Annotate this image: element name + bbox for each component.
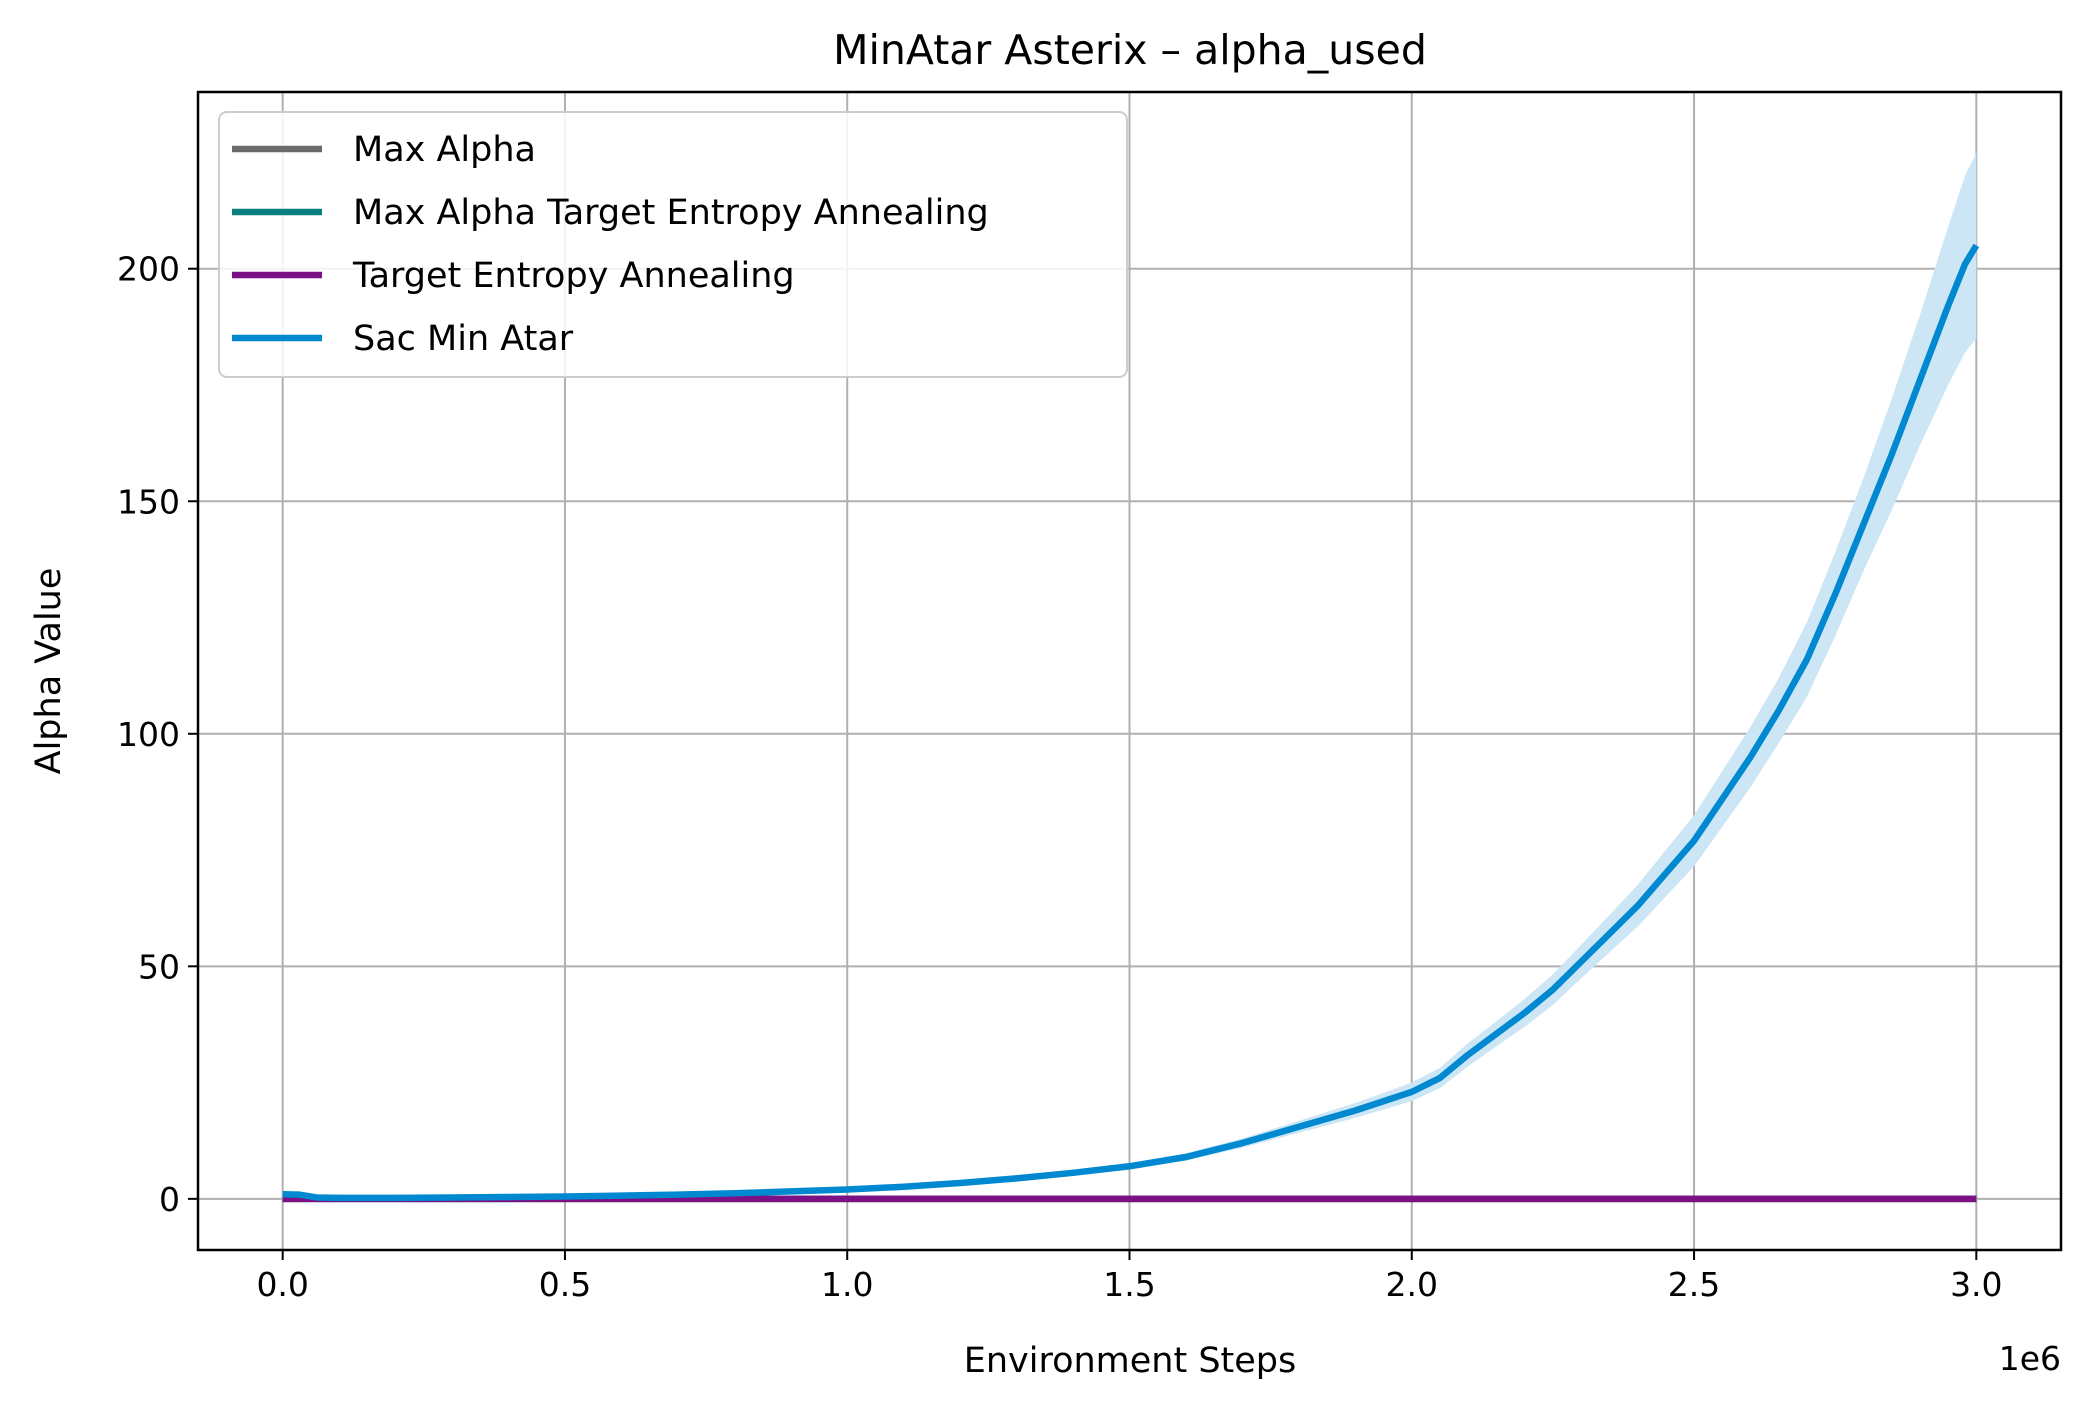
- series-lines: [282, 243, 1980, 1203]
- legend-box: [218, 111, 1128, 378]
- y-tick-label: 100: [117, 715, 180, 754]
- series-line-3: [282, 243, 1980, 1202]
- legend-label-2: Target Entropy Annealing: [352, 256, 795, 296]
- legend: Max Alpha Max Alpha Target Entropy Anneal…: [218, 111, 1128, 378]
- x-tick-label: 0.0: [256, 1265, 308, 1304]
- y-tick-label: 150: [117, 482, 180, 521]
- x-tick-label: 3.0: [1950, 1265, 2002, 1304]
- y-tick-label: 200: [117, 250, 180, 289]
- x-axis-ticks: 0.0 0.5 1.0 1.5 2.0 2.5 3.0: [256, 1250, 2003, 1304]
- y-tick-label: 0: [159, 1180, 180, 1219]
- chart-title: MinAtar Asterix – alpha_used: [833, 26, 1427, 74]
- x-tick-label: 1.0: [821, 1265, 873, 1304]
- x-tick-label: 2.0: [1386, 1265, 1438, 1304]
- x-axis-offset-label: 1e6: [1999, 1339, 2061, 1378]
- y-tick-label: 50: [138, 947, 180, 986]
- legend-label-1: Max Alpha Target Entropy Annealing: [353, 193, 989, 233]
- legend-label-0: Max Alpha: [353, 130, 536, 170]
- y-axis-label: Alpha Value: [29, 568, 69, 775]
- x-tick-label: 2.5: [1668, 1265, 1720, 1304]
- x-tick-label: 1.5: [1103, 1265, 1155, 1304]
- x-axis-label: Environment Steps: [964, 1341, 1297, 1381]
- y-axis-ticks: 0 50 100 150 200: [117, 250, 198, 1219]
- legend-label-3: Sac Min Atar: [353, 319, 574, 359]
- x-tick-label: 0.5: [539, 1265, 591, 1304]
